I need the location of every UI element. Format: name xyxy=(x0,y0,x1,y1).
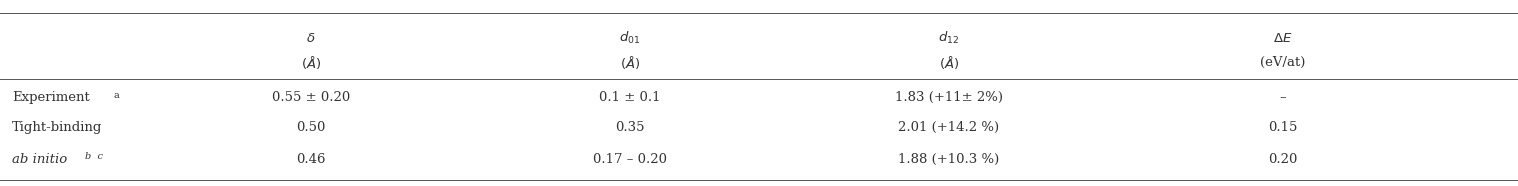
Text: $\delta$: $\delta$ xyxy=(307,32,316,45)
Text: 0.20: 0.20 xyxy=(1268,153,1298,166)
Text: $\Delta E$: $\Delta E$ xyxy=(1274,32,1292,45)
Text: $d_{01}$: $d_{01}$ xyxy=(619,30,641,46)
Text: (eV/at): (eV/at) xyxy=(1260,56,1305,69)
Text: $(\AA)$: $(\AA)$ xyxy=(938,54,959,71)
Text: ab initio: ab initio xyxy=(12,153,67,166)
Text: Experiment: Experiment xyxy=(12,91,90,104)
Text: 0.1 ± 0.1: 0.1 ± 0.1 xyxy=(600,91,660,104)
Text: 0.15: 0.15 xyxy=(1268,121,1298,134)
Text: 1.88 (+10.3 %): 1.88 (+10.3 %) xyxy=(899,153,999,166)
Text: 0.46: 0.46 xyxy=(296,153,326,166)
Text: Tight-binding: Tight-binding xyxy=(12,121,103,134)
Text: $(\AA)$: $(\AA)$ xyxy=(301,54,322,71)
Text: $d_{12}$: $d_{12}$ xyxy=(938,30,959,46)
Text: 0.50: 0.50 xyxy=(296,121,326,134)
Text: 0.35: 0.35 xyxy=(615,121,645,134)
Text: a: a xyxy=(114,91,120,100)
Text: –: – xyxy=(1280,91,1286,104)
Text: $(\AA)$: $(\AA)$ xyxy=(619,54,641,71)
Text: 0.17 – 0.20: 0.17 – 0.20 xyxy=(594,153,666,166)
Text: b  c: b c xyxy=(85,152,103,161)
Text: 1.83 (+11± 2%): 1.83 (+11± 2%) xyxy=(894,91,1003,104)
Text: 0.55 ± 0.20: 0.55 ± 0.20 xyxy=(272,91,351,104)
Text: 2.01 (+14.2 %): 2.01 (+14.2 %) xyxy=(899,121,999,134)
